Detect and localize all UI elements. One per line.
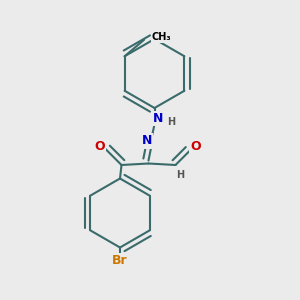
Text: H: H (176, 169, 184, 180)
Text: CH₃: CH₃ (152, 32, 171, 42)
Text: N: N (142, 134, 152, 148)
Text: O: O (94, 140, 105, 153)
Text: O: O (190, 140, 201, 154)
Text: N: N (153, 112, 163, 125)
Text: Br: Br (112, 254, 128, 268)
Text: H: H (167, 117, 175, 127)
